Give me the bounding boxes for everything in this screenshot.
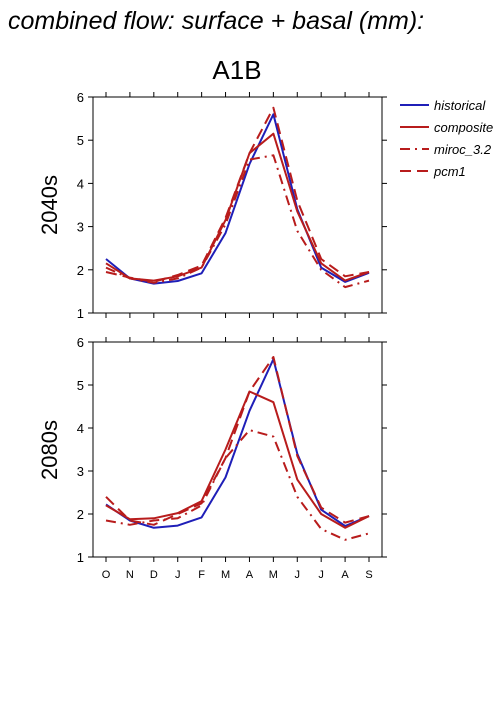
y-tick-label: 4 [77, 421, 84, 436]
x-tick-label: O [102, 569, 111, 581]
y-tick-label: 4 [77, 176, 84, 191]
series-line-miroc-3-2 [105, 154, 370, 289]
plot-frame [92, 96, 383, 314]
panel-2080s: 2080s 1 2 3 4 5 6 O N D J F M A M J J A S [37, 335, 387, 581]
series-line-composite [105, 390, 370, 529]
series-line-composite [105, 132, 370, 282]
x-tick-label: F [198, 569, 205, 581]
x-tick-label: M [221, 569, 230, 581]
figure-title: combined flow: surface + basal (mm): [8, 7, 424, 35]
y-tick-label: 6 [77, 335, 84, 350]
x-tick-label: A [246, 569, 254, 581]
legend: historical composite miroc_3.2 pcm1 [400, 98, 493, 179]
scenario-title: A1B [212, 55, 261, 85]
y-tick-label: 2 [77, 507, 84, 522]
series-line-historical [105, 113, 370, 285]
y-tick-label: 1 [77, 550, 84, 565]
series-line-pcm1 [105, 106, 370, 283]
panel-label-2040s: 2040s [37, 175, 62, 235]
legend-label: composite [434, 120, 493, 135]
x-tick-label: M [269, 569, 278, 581]
panel-label-2080s: 2080s [37, 420, 62, 480]
x-tick-label: J [318, 569, 324, 581]
series-line-historical [105, 358, 370, 529]
y-tick-label: 3 [77, 220, 84, 235]
x-tick-label: A [341, 569, 349, 581]
x-tick-label: J [295, 569, 301, 581]
legend-label: pcm1 [433, 164, 466, 179]
panel-2040s: 2040s 1 2 3 4 5 6 [37, 90, 387, 321]
plot-frame [92, 341, 383, 558]
y-tick-label: 1 [77, 306, 84, 321]
y-tick-label: 3 [77, 464, 84, 479]
x-tick-label: D [150, 569, 158, 581]
series-line-pcm1 [105, 356, 370, 526]
y-tick-label: 6 [77, 90, 84, 105]
x-tick-label: J [175, 569, 181, 581]
y-tick-label: 5 [77, 133, 84, 148]
legend-label: miroc_3.2 [434, 142, 492, 157]
legend-label: historical [434, 98, 486, 113]
x-tick-label: N [126, 569, 134, 581]
series-line-miroc-3-2 [105, 429, 370, 541]
y-tick-label: 2 [77, 263, 84, 278]
y-tick-label: 5 [77, 378, 84, 393]
x-tick-label: S [365, 569, 372, 581]
